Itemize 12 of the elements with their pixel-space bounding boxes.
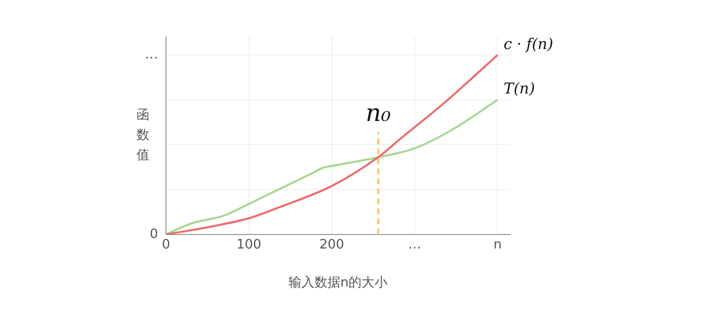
ref-line-label: n₀ — [366, 99, 392, 127]
text: … — [145, 47, 158, 62]
y-axis-title: 函数值 — [136, 108, 150, 164]
x-tick-label: … — [408, 238, 422, 253]
x-tick-label: n — [493, 238, 502, 253]
series-label: T(n) — [504, 80, 536, 98]
x-tick-label: 0 — [162, 238, 170, 253]
x-tick-label: 200 — [319, 238, 344, 253]
x-tick-label: 100 — [236, 238, 262, 253]
text: 0 — [150, 226, 158, 242]
x-axis-title: 输入数据n的大小 — [288, 275, 388, 290]
series-label: c · f(n) — [504, 34, 554, 53]
